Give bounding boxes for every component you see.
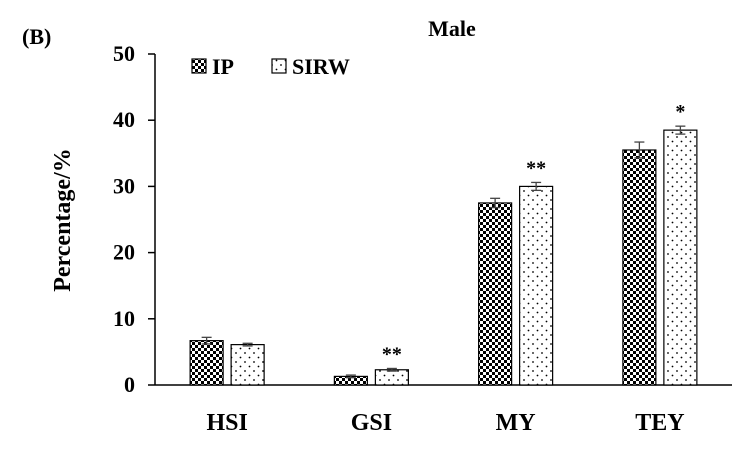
- x-tick-label: TEY: [635, 410, 684, 436]
- significance-marker: *: [675, 101, 685, 123]
- y-tick-label: 20: [113, 240, 135, 265]
- bar-sirw-gsi: [374, 369, 409, 386]
- chart-title: Male: [428, 16, 476, 41]
- y-tick-label: 40: [113, 107, 135, 132]
- x-tick-label: HSI: [206, 410, 247, 436]
- bar-ip-tey: [622, 149, 657, 386]
- legend-label-sirw: SIRW: [292, 54, 350, 79]
- bars: *****: [189, 101, 698, 386]
- x-tick-label: GSI: [351, 410, 392, 436]
- bar-ip-hsi: [189, 340, 224, 386]
- panel-label: (B): [22, 24, 51, 49]
- legend-swatch-ip: [191, 58, 207, 74]
- y-tick-label: 0: [124, 372, 135, 397]
- axes: 0 10 20 30 40 50 HSI GSI MY TEY: [113, 41, 732, 436]
- legend: IP SIRW: [191, 54, 350, 79]
- bar-sirw-hsi: [230, 344, 265, 386]
- legend-label-ip: IP: [212, 54, 234, 79]
- bar-ip-my: [478, 202, 513, 386]
- bar-sirw-tey: [663, 129, 698, 386]
- y-tick-label: 50: [113, 41, 135, 66]
- y-tick-label: 30: [113, 173, 135, 198]
- y-tick-label: 10: [113, 306, 135, 331]
- y-axis-label: Percentage/%: [50, 148, 76, 292]
- legend-swatch-sirw: [271, 58, 287, 74]
- bar-sirw-my: [519, 185, 554, 386]
- significance-marker: **: [382, 343, 402, 365]
- significance-marker: **: [526, 157, 546, 179]
- x-tick-label: MY: [496, 410, 536, 436]
